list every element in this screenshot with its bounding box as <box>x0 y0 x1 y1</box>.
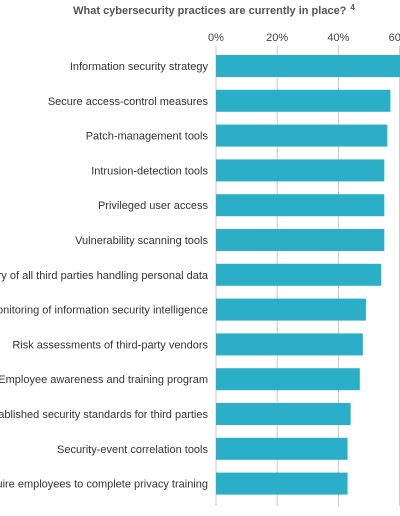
bar-12 <box>216 437 348 460</box>
bar-9 <box>216 333 363 356</box>
category-label: Patch-management tools <box>86 131 209 143</box>
category-label: Vulnerability scanning tools <box>75 235 208 247</box>
bar-6 <box>216 229 385 251</box>
x-tick-label: 20% <box>266 32 288 44</box>
bar-13 <box>216 472 348 495</box>
chart-title: What cybersecurity practices are current… <box>73 3 355 17</box>
x-tick-label: 0% <box>208 32 224 44</box>
category-label: Proactive monitoring of information secu… <box>0 305 208 317</box>
bar-10 <box>216 368 360 391</box>
x-axis-ticks: 0% 20% 40% 60% <box>208 32 400 44</box>
category-label: Established security standards for third… <box>0 409 208 421</box>
bar-1 <box>216 55 400 77</box>
category-label: Information security strategy <box>70 61 209 73</box>
bar-2 <box>216 89 391 112</box>
chart-title-text: What cybersecurity practices are current… <box>73 5 347 17</box>
bar-7 <box>216 263 382 286</box>
category-label: Require employees to complete privacy tr… <box>0 479 208 491</box>
bar-4 <box>216 159 385 182</box>
x-tick-label: 40% <box>327 32 349 44</box>
category-label: Inventory of all third parties handling … <box>0 270 209 282</box>
x-tick-label: 60% <box>389 32 400 44</box>
category-label: Security-event correlation tools <box>57 444 209 456</box>
category-label: Risk assessments of third-party vendors <box>12 339 208 351</box>
bar-3 <box>216 124 388 147</box>
bar-11 <box>216 403 351 425</box>
bar-8 <box>216 298 366 321</box>
category-label: Privileged user access <box>98 200 209 212</box>
category-label: Employee awareness and training program <box>0 374 208 386</box>
chart-title-superscript: 4 <box>350 3 355 12</box>
category-label: Intrusion-detection tools <box>91 165 208 177</box>
bars <box>216 55 400 495</box>
category-labels: Information security strategy Secure acce… <box>0 61 209 491</box>
category-label: Secure access-control measures <box>48 96 209 108</box>
bar-5 <box>216 194 385 217</box>
